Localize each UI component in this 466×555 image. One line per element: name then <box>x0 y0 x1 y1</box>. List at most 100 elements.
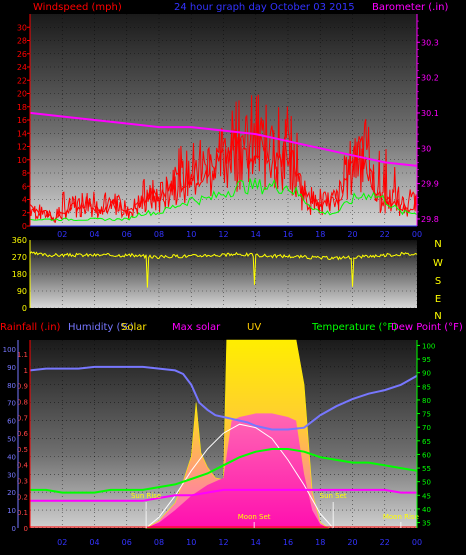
windspeed-axis-label: Windspeed (mph) <box>33 2 122 13</box>
compass-label: E <box>435 294 441 305</box>
direction-tick-label: 270 <box>12 253 27 262</box>
direction-tick-label: 180 <box>12 270 27 279</box>
humidity-line <box>29 365 418 431</box>
temperature-tick-label: 40 <box>422 506 431 514</box>
barometer-tick-label: 30.1 <box>421 109 439 118</box>
rainfall-tick-label: 0.5 <box>17 446 28 454</box>
rain-temp-panel: Rainfall (.in) Humidity (%) Solar Max so… <box>0 322 463 547</box>
windspeed-tick-label: 20 <box>17 90 27 99</box>
direction-grid <box>30 239 418 309</box>
temperature-tick-label: 55 <box>422 465 431 473</box>
uv-area <box>146 413 329 528</box>
temperature-tick-label: 95 <box>422 356 431 364</box>
sun-marker-label: Sun Rise <box>131 492 161 500</box>
chart-title: 24 hour graph day October 03 2015 <box>174 2 355 13</box>
rainfall-tick-label: 0.6 <box>17 430 29 438</box>
dewpoint-line <box>30 488 417 502</box>
windspeed-tick-label: 18 <box>17 103 27 112</box>
windspeed-tick-label: 10 <box>17 156 27 165</box>
humidity-tick-label: 20 <box>7 489 16 497</box>
humidity-tick-label: 90 <box>7 364 16 372</box>
temperature-tick-label: 70 <box>422 424 431 432</box>
direction-tick-label: 360 <box>12 236 27 245</box>
barometer-line <box>29 111 418 167</box>
temperature-tick-label: 80 <box>422 397 431 405</box>
moon-marker-label: Moon Set <box>238 513 271 521</box>
rain-temp-x-tick-label: 22 <box>380 538 390 547</box>
rain-temp-axes: 010203040506070809010000.10.20.30.40.50.… <box>3 340 435 547</box>
humidity-tick-label: 100 <box>3 346 16 354</box>
wind-x-tick-label: 00 <box>412 230 422 239</box>
temperature-tick-label: 90 <box>422 370 431 378</box>
rainfall-tick-label: 1.1 <box>17 351 28 359</box>
direction-series-layer <box>29 251 418 288</box>
direction-tick-label: 0 <box>22 304 27 313</box>
rainfall-tick-label: 0.7 <box>17 414 28 422</box>
wind-x-tick-label: 20 <box>347 230 357 239</box>
rainfall-tick-label: 0.8 <box>17 398 28 406</box>
humidity-tick-label: 10 <box>7 507 16 515</box>
rain-temp-series-layer <box>29 339 418 529</box>
humidity-tick-label: 50 <box>7 435 16 443</box>
windspeed-tick-label: 2 <box>22 209 27 218</box>
wind-x-tick-label: 02 <box>57 230 67 239</box>
humidity-tick-label: 0 <box>12 525 16 533</box>
humidity-axis-label: Humidity (%) <box>68 322 134 333</box>
sun-moon-annotations: Sun Rise Sun Set Moon Set Moon Rise <box>131 492 419 528</box>
dewpoint-axis-label: Dew Point (°F) <box>391 322 463 333</box>
wind-x-tick-label: 12 <box>218 230 228 239</box>
rain-temp-x-tick-label: 16 <box>283 538 293 547</box>
barometer-tick-label: 29.8 <box>421 215 439 224</box>
temperature-tick-label: 85 <box>422 383 431 391</box>
gust-line <box>29 94 418 224</box>
max-solar-axis-label: Max solar <box>172 322 221 333</box>
wind-x-tick-label: 06 <box>122 230 132 239</box>
compass-label: S <box>435 276 441 287</box>
temperature-axis-label: Temperature (°F) <box>311 322 397 333</box>
windspeed-line <box>29 123 416 222</box>
rain-temp-x-tick-label: 20 <box>347 538 357 547</box>
temperature-tick-label: 45 <box>422 492 431 500</box>
rainfall-tick-label: 0.9 <box>17 383 28 391</box>
rain-temp-x-tick-label: 00 <box>412 538 422 547</box>
compass-label: N <box>434 311 441 322</box>
windspeed-tick-label: 8 <box>22 169 27 178</box>
barometer-tick-label: 30.3 <box>421 38 439 47</box>
wind-series-layer <box>29 94 418 224</box>
windspeed-tick-label: 4 <box>22 196 27 205</box>
rain-temp-x-tick-label: 14 <box>251 538 261 547</box>
rainfall-tick-label: 0.1 <box>17 509 28 517</box>
humidity-tick-label: 70 <box>7 400 16 408</box>
compass-label: W <box>433 258 443 269</box>
temperature-tick-label: 65 <box>422 438 431 446</box>
windspeed-tick-label: 30 <box>17 23 27 32</box>
humidity-tick-label: 80 <box>7 382 16 390</box>
solar-axis-label: Solar <box>121 322 147 333</box>
wind-x-tick-label: 08 <box>154 230 164 239</box>
humidity-tick-label: 40 <box>7 453 16 461</box>
barometer-axis-label: Barometer (.in) <box>372 2 448 13</box>
wind-x-tick-label: 18 <box>315 230 325 239</box>
rain-temp-x-tick-label: 02 <box>57 538 67 547</box>
moon-marker-label: Moon Rise <box>383 513 419 521</box>
windspeed-tick-label: 22 <box>17 76 27 85</box>
compass-label: N <box>434 239 441 250</box>
temperature-tick-label: 75 <box>422 411 431 419</box>
wind-x-tick-label: 16 <box>283 230 293 239</box>
rainfall-tick-label: 0.3 <box>17 478 28 486</box>
windspeed-tick-label: 24 <box>17 63 27 72</box>
rainfall-tick-label: 0 <box>24 525 28 533</box>
temperature-tick-label: 60 <box>422 451 431 459</box>
wind-x-tick-label: 04 <box>89 230 99 239</box>
rain-temp-x-tick-label: 06 <box>122 538 132 547</box>
windspeed-tick-label: 0 <box>22 222 27 231</box>
rainfall-tick-label: 0.4 <box>17 462 29 470</box>
wind-x-tick-label: 22 <box>380 230 390 239</box>
humidity-tick-label: 60 <box>7 418 16 426</box>
rainfall-tick-label: 1 <box>24 367 28 375</box>
uv-axis-label: UV <box>247 322 261 333</box>
rain-temp-x-tick-label: 12 <box>218 538 228 547</box>
